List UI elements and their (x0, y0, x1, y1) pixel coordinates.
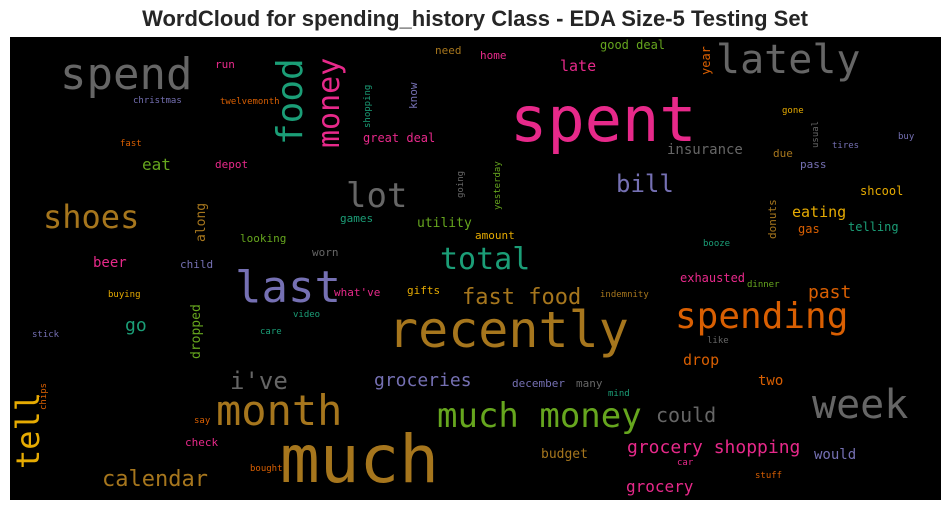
word-money: money (312, 57, 347, 148)
word-depot: depot (215, 158, 249, 171)
word-dropped: dropped (189, 304, 204, 359)
word-spent: spent (510, 83, 697, 156)
word-exhausted: exhausted (680, 271, 746, 285)
word-eating: eating (792, 203, 847, 221)
word-lot: lot (346, 176, 408, 216)
word-gone: gone (782, 106, 804, 116)
word-due: due (773, 147, 793, 160)
word-home: home (480, 49, 507, 62)
word-donuts: donuts (766, 199, 779, 239)
word-buy: buy (898, 132, 915, 142)
word-spend: spend (60, 49, 193, 100)
word-last: last (235, 262, 341, 313)
word-stuff: stuff (755, 471, 783, 481)
word-two: two (758, 373, 784, 389)
word-games: games (340, 212, 374, 225)
word-child: child (180, 258, 214, 271)
word-yesterday: yesterday (493, 161, 503, 210)
word-groceries: groceries (374, 370, 472, 391)
word-utility: utility (417, 216, 472, 231)
word-could: could (656, 403, 717, 427)
word-along: along (194, 202, 209, 242)
word-month: month (216, 386, 343, 435)
word-shcool: shcool (860, 184, 904, 198)
word-check: check (185, 436, 219, 449)
word-week: week (812, 382, 909, 428)
word-bought: bought (250, 464, 283, 474)
word-good-deal: good deal (600, 38, 666, 52)
word-beer: beer (93, 255, 127, 271)
word-indemnity: indemnity (600, 290, 649, 300)
word-many: many (576, 377, 603, 390)
word-recently: recently (388, 301, 629, 359)
word-eat: eat (142, 155, 171, 174)
word-mind: mind (608, 389, 630, 399)
word-fast: fast (120, 139, 142, 149)
word-telling: telling (848, 220, 899, 234)
word-pass: pass (800, 158, 827, 171)
word-shopping: shopping (363, 84, 373, 128)
word-budget: budget (541, 447, 588, 462)
word-booze: booze (703, 239, 731, 249)
word-much-money: much money (437, 396, 642, 436)
word-great-deal: great deal (363, 131, 436, 145)
word-drop: drop (683, 351, 720, 369)
word-looking: looking (240, 232, 287, 245)
word-bill: bill (616, 170, 674, 198)
word-grocery-shopping: grocery shopping (627, 437, 801, 458)
word-twelvemonth: twelvemonth (220, 97, 280, 107)
word-whatve: what've (334, 286, 381, 299)
word-december: december (512, 377, 565, 390)
word-shoes: shoes (43, 198, 140, 236)
chart-title: WordCloud for spending_history Class - E… (142, 6, 808, 31)
word-say: say (194, 416, 211, 426)
word-total: total (440, 242, 531, 277)
word-dinner: dinner (747, 280, 780, 290)
word-tires: tires (832, 141, 860, 151)
word-lately: lately (716, 37, 861, 83)
word-buying: buying (108, 290, 141, 300)
word-like: like (707, 336, 729, 346)
wordcloud-canvas: spent much recently last month spend lat… (10, 37, 941, 500)
word-amount: amount (475, 229, 515, 242)
word-going: going (456, 170, 466, 198)
word-run: run (215, 58, 235, 71)
word-gifts: gifts (407, 284, 441, 297)
word-stick: stick (32, 330, 60, 340)
word-ive: i've (230, 367, 288, 395)
word-christmas: christmas (133, 96, 182, 106)
word-gas: gas (798, 222, 820, 236)
word-usual: usual (811, 120, 821, 148)
word-know: know (407, 82, 420, 110)
word-spending: spending (675, 296, 849, 337)
word-care: care (260, 327, 282, 337)
word-would: would (814, 447, 857, 463)
word-year: year (699, 46, 713, 75)
word-worn: worn (312, 246, 339, 259)
word-fast-food: fast food (462, 285, 582, 310)
word-chips: chips (39, 382, 49, 410)
word-go: go (125, 315, 147, 336)
word-insurance: insurance (667, 142, 743, 158)
word-need: need (435, 44, 462, 57)
word-late: late (560, 57, 597, 75)
word-much: much (280, 421, 439, 498)
word-car: car (677, 458, 694, 468)
word-past: past (808, 282, 852, 303)
word-video: video (293, 310, 321, 320)
word-grocery: grocery (626, 477, 694, 496)
word-calendar: calendar (102, 467, 208, 492)
